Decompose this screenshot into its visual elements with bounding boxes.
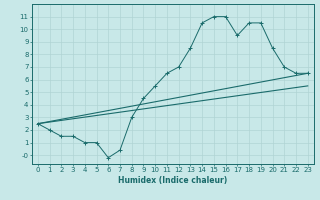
X-axis label: Humidex (Indice chaleur): Humidex (Indice chaleur) [118,176,228,185]
